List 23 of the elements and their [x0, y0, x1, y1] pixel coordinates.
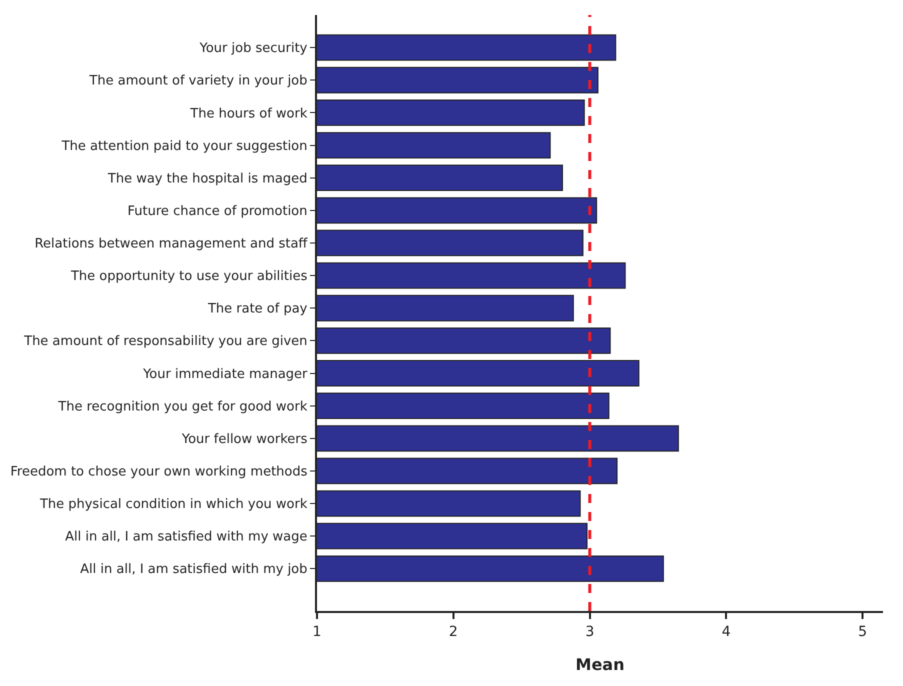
- y-tick-label: Your job security: [198, 41, 308, 56]
- x-tick-label: 5: [858, 624, 867, 640]
- y-tick-label: The opportunity to use your abilities: [70, 269, 308, 284]
- y-tick-label: All in all, I am satisfied with my job: [80, 562, 308, 578]
- y-tick-label: Your fellow workers: [180, 432, 308, 447]
- x-tick-label: 1: [312, 624, 322, 640]
- y-tick-label: The physical condition in which you work: [38, 497, 308, 512]
- x-tick-label: 3: [585, 624, 594, 640]
- y-tick-label: Your immediate manager: [142, 366, 308, 382]
- x-tick-label: 2: [448, 624, 458, 640]
- y-tick-label: The amount of responsability you are given: [23, 334, 308, 350]
- y-tick-label: The attention paid to your suggestion: [60, 138, 308, 154]
- y-tick-label: The hours of work: [189, 106, 308, 122]
- y-tick-label: The recognition you get for good work: [57, 399, 308, 414]
- y-tick-label: Future chance of promotion: [128, 204, 308, 219]
- y-tick-label: All in all, I am satisfied with my wage: [65, 530, 308, 545]
- y-tick-label: The rate of pay: [206, 302, 308, 317]
- y-tick-label: Relations between management and staff: [34, 236, 308, 252]
- x-tick-label: 4: [722, 624, 731, 640]
- x-axis-title: Mean: [576, 655, 624, 674]
- y-tick-label: Freedom to chose your own working methods: [10, 464, 308, 480]
- y-tick-label: The amount of variety in your job: [88, 74, 308, 89]
- y-tick-label: The way the hospital is maged: [106, 171, 308, 186]
